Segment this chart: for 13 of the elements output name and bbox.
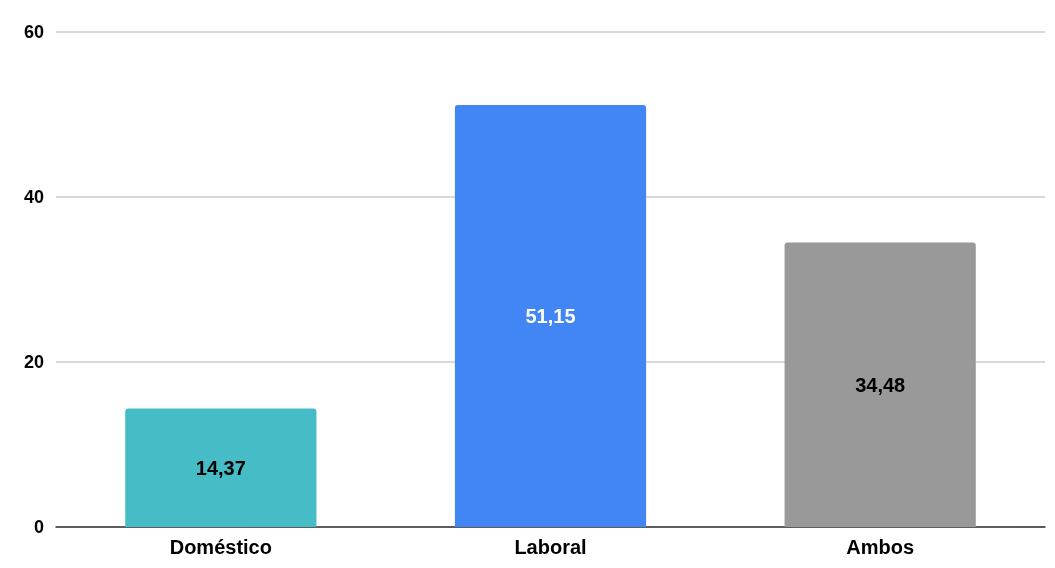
x-tick-label: Doméstico: [169, 536, 272, 558]
x-tick-label: Laboral: [514, 536, 587, 558]
bar: [125, 408, 317, 527]
y-tick-label: 60: [23, 22, 44, 42]
data-label: 51,15: [525, 305, 576, 328]
bar: [454, 105, 647, 527]
bar: [784, 242, 976, 527]
y-tick-label: 20: [23, 352, 44, 372]
data-label: 34,48: [855, 373, 906, 396]
data-label: 14,37: [195, 456, 246, 479]
y-tick-label: 40: [23, 187, 44, 207]
y-tick-label: 0: [33, 517, 44, 537]
x-tick-label: Ambos: [846, 536, 915, 558]
